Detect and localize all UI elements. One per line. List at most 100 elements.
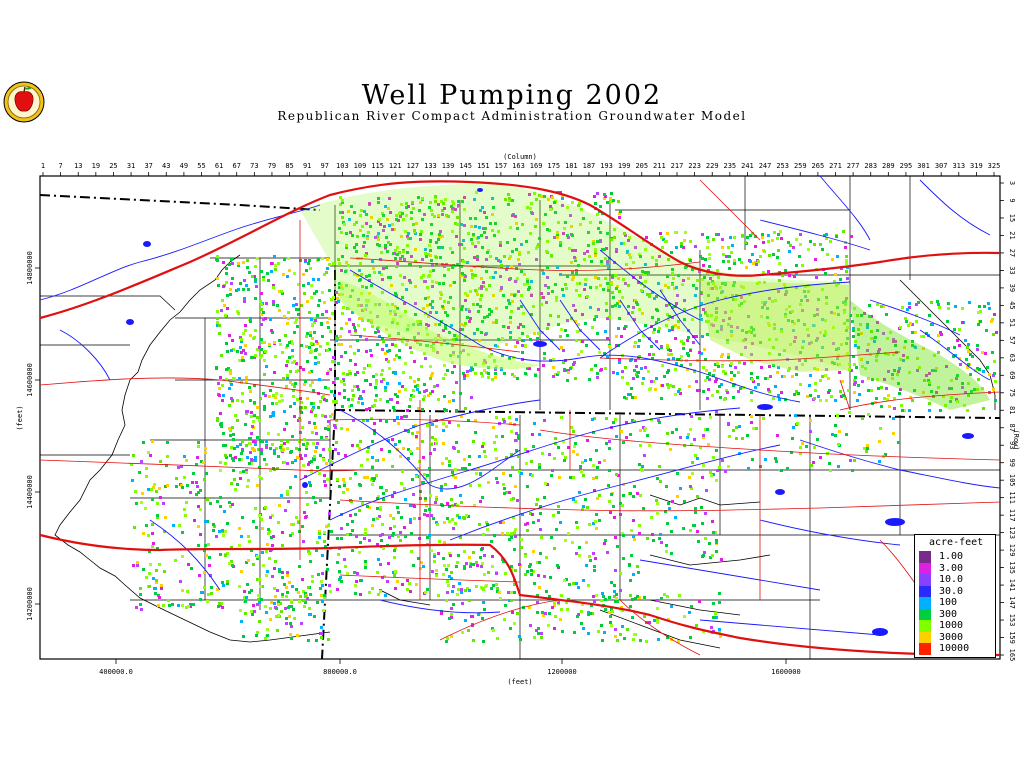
pumping-cell <box>332 262 335 265</box>
pumping-cell <box>515 248 518 251</box>
pumping-cell <box>525 240 528 243</box>
pumping-cell <box>308 346 311 349</box>
pumping-cell <box>702 366 705 369</box>
pumping-cell <box>655 377 658 380</box>
pumping-cell <box>264 605 267 608</box>
pumping-cell <box>313 317 316 320</box>
pumping-cell <box>710 626 713 629</box>
pumping-cell <box>727 356 730 359</box>
pumping-cell <box>203 571 206 574</box>
pumping-cell <box>313 292 316 295</box>
pumping-cell <box>536 337 539 340</box>
pumping-cell <box>460 243 463 246</box>
pumping-cell <box>273 341 276 344</box>
pumping-cell <box>436 523 439 526</box>
pumping-cell <box>151 532 154 535</box>
pumping-cell <box>409 450 412 453</box>
pumping-cell <box>499 241 502 244</box>
pumping-cell <box>224 554 227 557</box>
pumping-cell <box>316 342 319 345</box>
pumping-cell <box>857 384 860 387</box>
pumping-cell <box>751 342 754 345</box>
pumping-cell <box>526 529 529 532</box>
pumping-cell <box>337 553 340 556</box>
pumping-cell <box>158 596 161 599</box>
pumping-cell <box>852 327 855 330</box>
pumping-cell <box>287 257 290 260</box>
pumping-cell <box>304 406 307 409</box>
pumping-cell <box>509 331 512 334</box>
pumping-cell <box>354 592 357 595</box>
right-tick-label: 165 <box>1008 649 1016 662</box>
pumping-cell <box>550 536 553 539</box>
pumping-cell <box>677 320 680 323</box>
pumping-cell <box>560 416 563 419</box>
left-tick-label: 14800000 <box>26 251 34 285</box>
pumping-cell <box>475 472 478 475</box>
pumping-cell <box>472 303 475 306</box>
pumping-cell <box>987 302 990 305</box>
pumping-cell <box>381 533 384 536</box>
pumping-cell <box>970 390 973 393</box>
pumping-cell <box>846 326 849 329</box>
pumping-cell <box>446 637 449 640</box>
pumping-cell <box>944 404 947 407</box>
pumping-cell <box>633 318 636 321</box>
pumping-cell <box>341 216 344 219</box>
pumping-cell <box>229 505 232 508</box>
pumping-cell <box>571 271 574 274</box>
pumping-cell <box>303 511 306 514</box>
pumping-cell <box>332 381 335 384</box>
pumping-cell <box>221 581 224 584</box>
pumping-cell <box>349 514 352 517</box>
pumping-cell <box>547 323 550 326</box>
pumping-cell <box>377 558 380 561</box>
pumping-cell <box>543 575 546 578</box>
pumping-cell <box>334 426 337 429</box>
pumping-cell <box>606 356 609 359</box>
pumping-cell <box>263 359 266 362</box>
pumping-cell <box>321 291 324 294</box>
right-tick-label: 21 <box>1008 231 1016 239</box>
pumping-cell <box>501 354 504 357</box>
pumping-cell <box>278 570 281 573</box>
pumping-cell <box>572 304 575 307</box>
pumping-cell <box>557 323 560 326</box>
pumping-cell <box>270 329 273 332</box>
pumping-cell <box>516 499 519 502</box>
pumping-cell <box>420 561 423 564</box>
pumping-cell <box>481 562 484 565</box>
pumping-cell <box>883 378 886 381</box>
pumping-cell <box>478 339 481 342</box>
pumping-cell <box>571 541 574 544</box>
pumping-cell <box>343 558 346 561</box>
pumping-cell <box>304 592 307 595</box>
pumping-cell <box>428 467 431 470</box>
pumping-cell <box>540 636 543 639</box>
pumping-cell <box>381 212 384 215</box>
pumping-cell <box>479 473 482 476</box>
pumping-cell <box>417 407 420 410</box>
pumping-cell <box>181 531 184 534</box>
pumping-cell <box>621 370 624 373</box>
pumping-cell <box>604 367 607 370</box>
pumping-cell <box>276 629 279 632</box>
pumping-cell <box>688 611 691 614</box>
pumping-cell <box>509 226 512 229</box>
pumping-cell <box>450 205 453 208</box>
pumping-cell <box>751 458 754 461</box>
pumping-cell <box>197 544 200 547</box>
pumping-cell <box>828 389 831 392</box>
pumping-cell <box>408 263 411 266</box>
pumping-cell <box>682 527 685 530</box>
pumping-cell <box>435 425 438 428</box>
pumping-cell <box>433 448 436 451</box>
pumping-cell <box>442 557 445 560</box>
pumping-cell <box>787 241 790 244</box>
pumping-cell <box>404 535 407 538</box>
pumping-cell <box>674 337 677 340</box>
pumping-cell <box>447 564 450 567</box>
pumping-cell <box>265 444 268 447</box>
pumping-cell <box>357 349 360 352</box>
pumping-cell <box>139 603 142 606</box>
